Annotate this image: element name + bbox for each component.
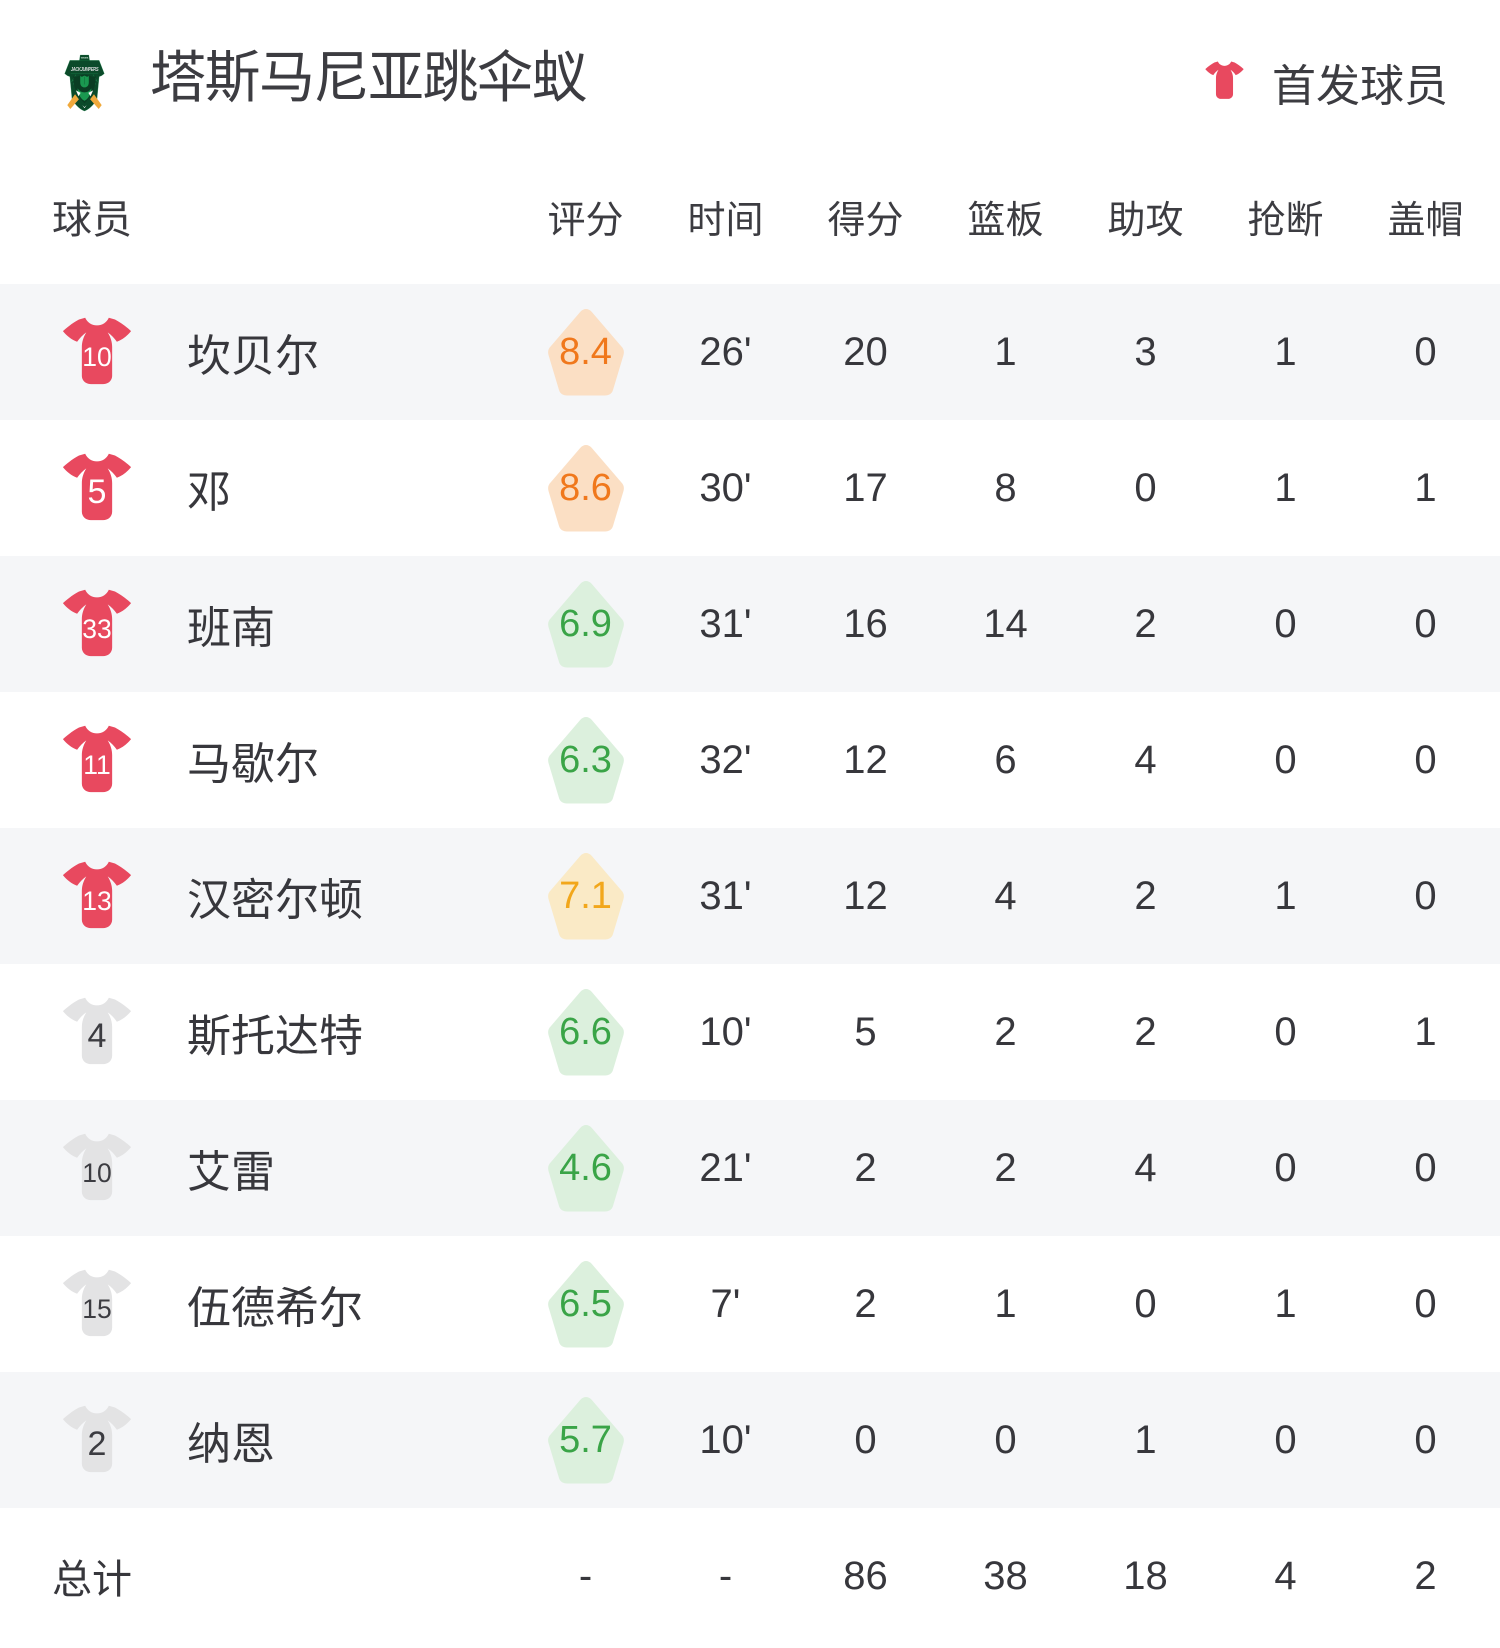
svg-text:33: 33 <box>82 614 111 644</box>
svg-text:10: 10 <box>82 342 111 372</box>
svg-text:JACKJUMPERS: JACKJUMPERS <box>71 67 99 73</box>
svg-text:15: 15 <box>82 1294 111 1324</box>
svg-text:13: 13 <box>82 886 111 916</box>
svg-text:2: 2 <box>88 1425 107 1463</box>
svg-text:10: 10 <box>82 1158 111 1188</box>
svg-text:5: 5 <box>88 473 107 511</box>
svg-text:4: 4 <box>88 1017 107 1055</box>
svg-text:11: 11 <box>83 750 111 780</box>
